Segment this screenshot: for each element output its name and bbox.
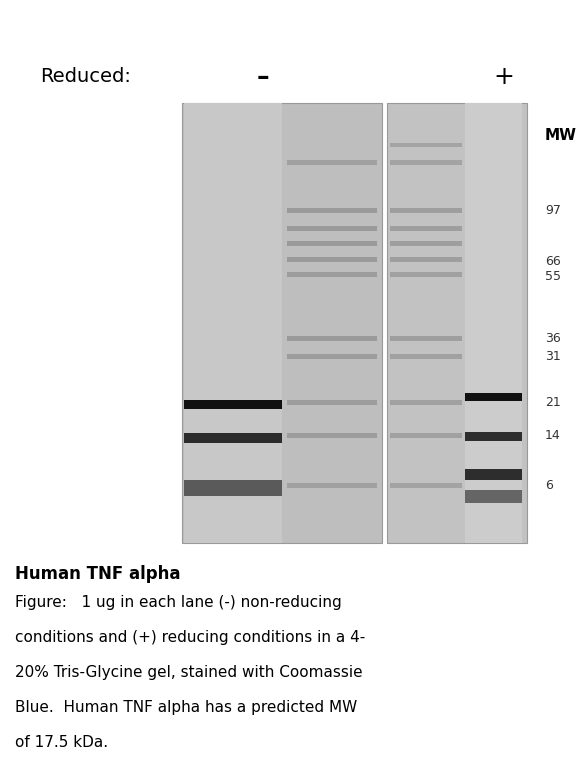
Bar <box>287 336 377 341</box>
Text: 21: 21 <box>545 395 561 409</box>
Text: conditions and (+) reducing conditions in a 4-: conditions and (+) reducing conditions i… <box>15 630 365 645</box>
Bar <box>465 432 522 441</box>
Bar <box>390 242 462 246</box>
Text: Figure:   1 ug in each lane (-) non-reducing: Figure: 1 ug in each lane (-) non-reduci… <box>15 595 342 610</box>
Bar <box>287 226 377 231</box>
Text: 31: 31 <box>545 350 561 363</box>
Bar <box>390 336 462 341</box>
Text: 97: 97 <box>545 204 561 218</box>
Bar <box>465 103 522 543</box>
Bar <box>287 433 377 437</box>
Bar <box>390 399 462 405</box>
Bar <box>390 143 462 147</box>
Text: 66: 66 <box>545 255 561 268</box>
Bar <box>465 392 522 401</box>
Bar <box>390 272 462 277</box>
Bar <box>287 256 377 262</box>
Bar <box>465 490 522 503</box>
Bar <box>287 272 377 277</box>
Text: MW: MW <box>545 128 577 144</box>
Bar <box>390 354 462 358</box>
Bar <box>182 103 382 543</box>
Bar <box>390 160 462 165</box>
Bar <box>390 433 462 437</box>
Text: of 17.5 kDa.: of 17.5 kDa. <box>15 735 108 750</box>
Bar <box>287 160 377 165</box>
Bar <box>390 483 462 488</box>
Text: 55: 55 <box>545 270 561 284</box>
Text: –: – <box>257 65 269 89</box>
Bar <box>390 226 462 231</box>
Text: 20% Tris-Glycine gel, stained with Coomassie: 20% Tris-Glycine gel, stained with Cooma… <box>15 665 363 680</box>
Text: 36: 36 <box>545 332 561 345</box>
Text: Blue.  Human TNF alpha has a predicted MW: Blue. Human TNF alpha has a predicted MW <box>15 700 357 715</box>
Bar <box>390 208 462 214</box>
Text: Reduced:: Reduced: <box>40 68 131 86</box>
Bar <box>465 469 522 480</box>
Bar <box>390 256 462 262</box>
Text: Human TNF alpha: Human TNF alpha <box>15 565 181 583</box>
Bar <box>287 208 377 214</box>
Bar <box>287 242 377 246</box>
Bar <box>184 103 282 543</box>
Bar <box>287 483 377 488</box>
Bar <box>287 399 377 405</box>
Bar <box>184 399 282 409</box>
Bar <box>184 434 282 443</box>
Text: +: + <box>493 65 514 89</box>
Bar <box>184 480 282 496</box>
Bar <box>387 103 527 543</box>
Bar <box>287 354 377 358</box>
Text: 14: 14 <box>545 429 561 441</box>
Text: 6: 6 <box>545 479 553 493</box>
